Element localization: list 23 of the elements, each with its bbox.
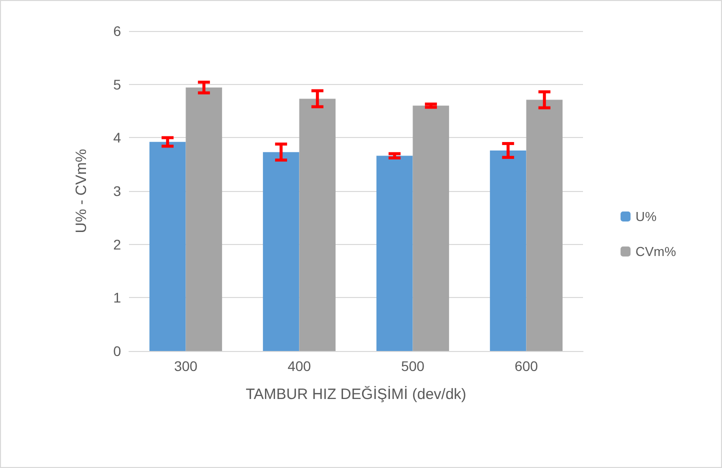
legend-label: U% (636, 209, 657, 224)
bar (299, 98, 336, 351)
bar (526, 100, 563, 351)
x-tick-label: 300 (174, 358, 198, 374)
y-tick-label: 4 (113, 130, 122, 146)
x-axis-title: TAMBUR HIZ DEĞİŞİMİ (dev/dk) (246, 385, 466, 403)
legend-label: CVm% (636, 244, 676, 259)
x-tick-label: 600 (514, 358, 538, 374)
bar (149, 142, 186, 351)
bar (262, 152, 300, 351)
x-tick-label: 500 (401, 358, 425, 374)
bar (412, 106, 450, 351)
y-tick-label: 1 (113, 290, 122, 306)
bar (490, 150, 526, 351)
x-tick-label: 400 (288, 358, 312, 374)
bar (186, 88, 222, 351)
y-tick-label: 6 (113, 23, 122, 39)
y-tick-label: 2 (113, 236, 122, 252)
y-tick-label: 0 (113, 343, 122, 359)
y-tick-label: 5 (113, 76, 122, 92)
bar (376, 156, 413, 351)
y-tick-label: 3 (113, 183, 122, 199)
y-axis-title: U% - CVm% (73, 148, 90, 234)
